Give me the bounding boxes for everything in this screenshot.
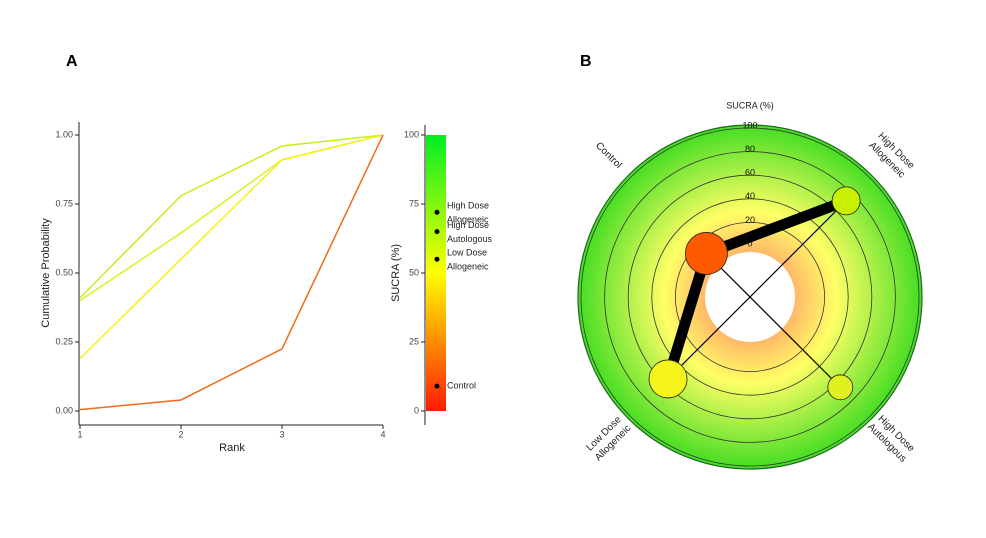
- treatment-label: Control: [447, 381, 476, 391]
- series-line: [79, 134, 384, 302]
- color-bar: [426, 135, 446, 411]
- y-tick-label: 100: [404, 129, 419, 139]
- x-tick-label: 1: [77, 429, 82, 439]
- panel-label: A: [66, 53, 78, 70]
- y-tick-label: 1.00: [55, 129, 73, 139]
- edge: [662, 251, 712, 381]
- treatment-label: High Dose: [447, 220, 489, 230]
- ring-label: 0: [747, 238, 752, 248]
- node: [648, 359, 688, 399]
- ring-label: 100: [742, 120, 757, 130]
- y-tick-label: 0.00: [55, 405, 73, 415]
- series-line: [79, 134, 384, 411]
- treatment-dot: [434, 209, 440, 215]
- y-tick-label: 0.75: [55, 198, 73, 208]
- x-tick-label: 4: [380, 429, 385, 439]
- y-tick-label: 0.25: [55, 336, 73, 346]
- ring: [604, 151, 896, 443]
- series-line: [79, 134, 384, 299]
- y-tick-label: 25: [409, 336, 419, 346]
- y-tick-label: 75: [409, 198, 419, 208]
- panel-label: B: [580, 53, 592, 70]
- node: [831, 186, 861, 216]
- node: [827, 374, 854, 401]
- x-tick-label: 2: [178, 429, 183, 439]
- treatment-label: Allogeneic: [447, 215, 489, 225]
- ring-label: 40: [745, 191, 755, 201]
- y-tick-label: 0: [414, 405, 419, 415]
- treatment-label: High Dose: [447, 201, 489, 211]
- ring-label: 60: [745, 168, 755, 178]
- y-axis-title: Cumulative Probability: [40, 218, 52, 328]
- x-axis-title: Rank: [219, 442, 245, 454]
- x-tick-label: 3: [279, 429, 284, 439]
- edge: [667, 200, 847, 380]
- node-label: Control: [593, 140, 624, 171]
- treatment-dot: [434, 383, 440, 389]
- ring: [580, 127, 920, 467]
- edge: [706, 253, 841, 388]
- y-tick-label: 50: [409, 267, 419, 277]
- series-line: [79, 134, 384, 360]
- treatment-dot: [434, 256, 440, 262]
- ring-label: 80: [745, 144, 755, 154]
- ring: [627, 174, 873, 420]
- ring: [675, 221, 826, 372]
- treatment-dot: [434, 229, 440, 235]
- treatment-label: Allogeneic: [447, 262, 489, 272]
- ring-label: 20: [745, 215, 755, 225]
- y-tick-label: 0.50: [55, 267, 73, 277]
- ring: [651, 198, 849, 396]
- y-axis-title: SUCRA (%): [390, 244, 402, 302]
- treatment-label: Autologous: [447, 234, 493, 244]
- node: [685, 232, 728, 275]
- edge: [704, 195, 849, 259]
- treatment-label: Low Dose: [447, 248, 487, 258]
- axis-title: SUCRA (%): [726, 100, 774, 110]
